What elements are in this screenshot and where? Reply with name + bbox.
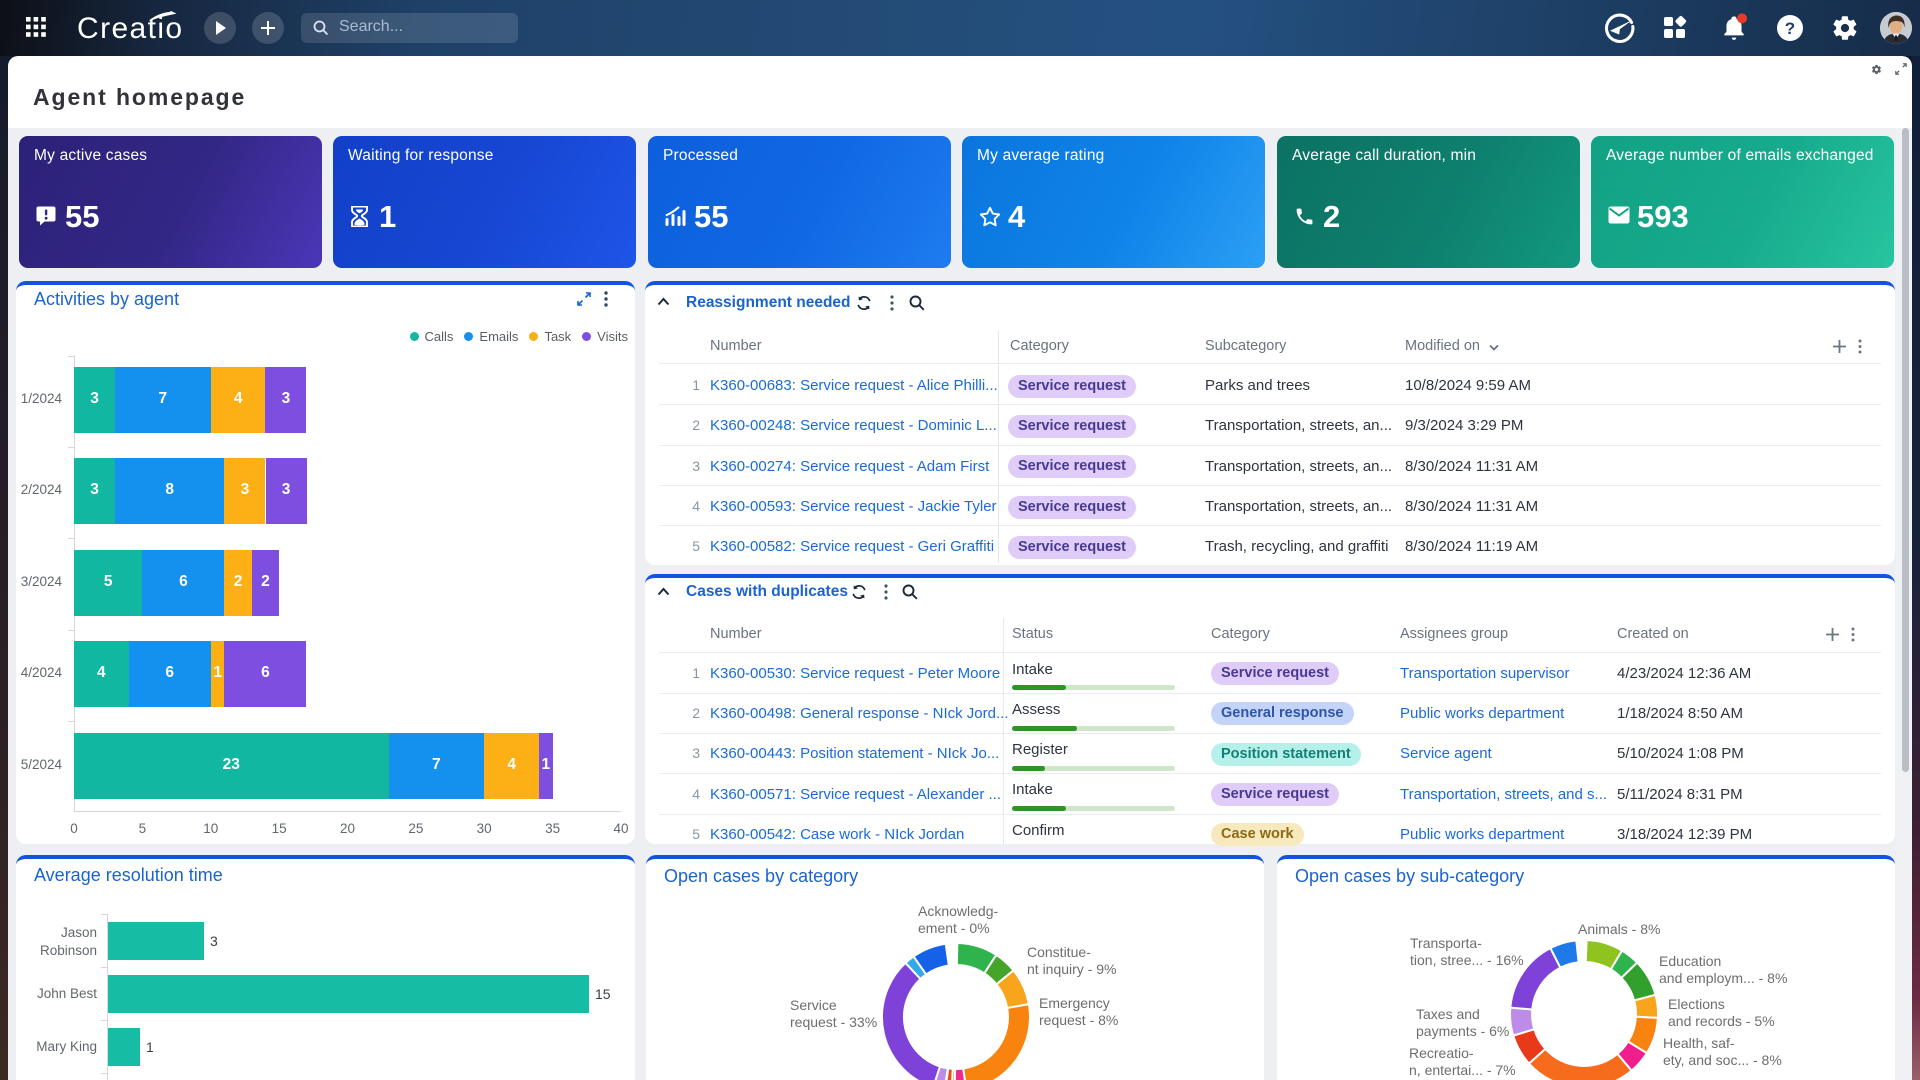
svg-text:?: ? — [1785, 19, 1795, 38]
